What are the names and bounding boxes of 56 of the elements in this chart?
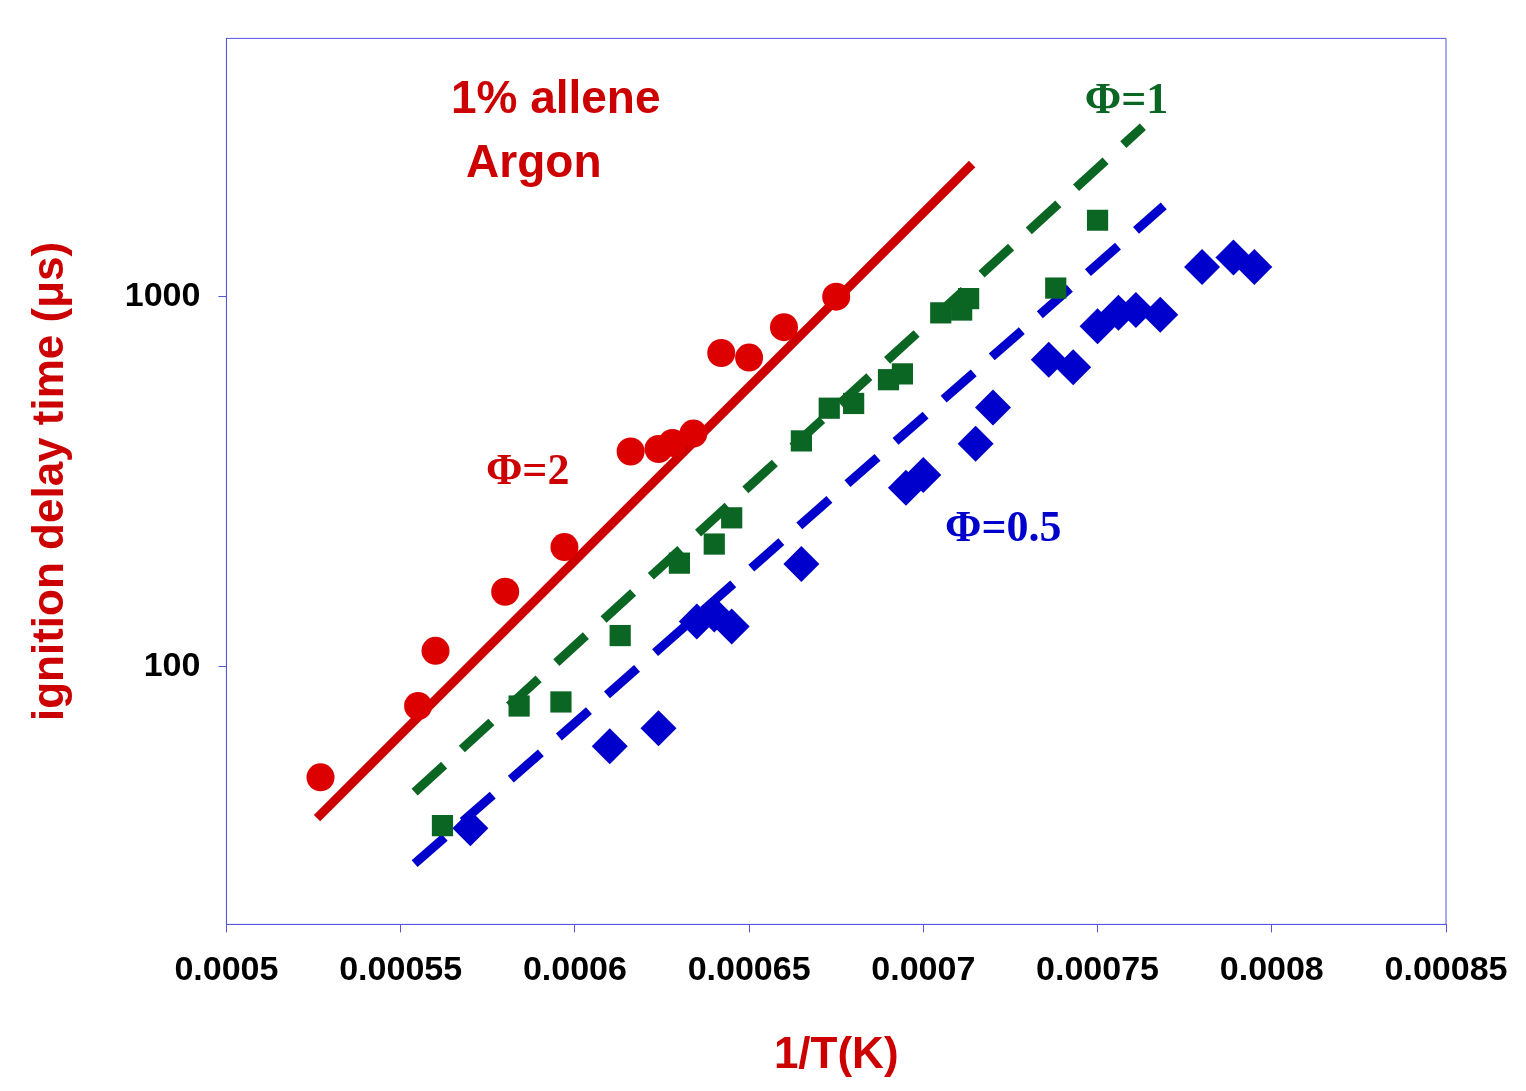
x-tick-label: 0.0006: [522, 949, 627, 988]
point: [783, 545, 820, 582]
point: [1236, 249, 1273, 285]
point: [679, 419, 708, 448]
point: [550, 533, 579, 562]
x-tick-label: 0.0008: [1219, 949, 1324, 988]
x-tick-label: 0.00065: [687, 949, 811, 988]
point: [421, 636, 450, 665]
point: [616, 437, 645, 466]
point: [930, 302, 952, 324]
y-tick-label: 1000: [124, 275, 201, 314]
point: [306, 763, 335, 792]
point: [975, 389, 1012, 426]
point: [431, 815, 454, 837]
point: [1142, 296, 1179, 333]
point: [591, 728, 628, 765]
point: [891, 363, 914, 385]
point: [958, 287, 980, 310]
y-tick-label: 100: [143, 644, 201, 683]
annotation: Φ=2: [485, 444, 570, 494]
point: [491, 577, 520, 606]
point: [957, 425, 994, 462]
point: [550, 691, 572, 713]
point: [668, 552, 691, 574]
x-tick-label: 0.00055: [339, 949, 463, 988]
point: [1030, 341, 1067, 378]
x-tick-label: 0.0007: [871, 949, 976, 988]
point: [640, 710, 677, 747]
point: [822, 282, 851, 311]
point: [790, 430, 812, 452]
x-tick-label: 0.0005: [174, 949, 279, 988]
point: [707, 338, 736, 367]
y-axis-title: ignition delay time (μs): [22, 241, 72, 721]
annotation: Φ=0.5: [945, 502, 1062, 552]
point: [703, 533, 725, 555]
point: [721, 507, 743, 529]
annotation: Φ=1: [1084, 73, 1169, 123]
x-tick-label: 0.00075: [1036, 949, 1160, 988]
point: [1086, 209, 1109, 231]
annotation: Argon: [466, 134, 602, 187]
point: [818, 397, 840, 419]
point: [843, 392, 865, 415]
point: [508, 695, 530, 717]
point: [1184, 249, 1221, 285]
point: [1045, 277, 1067, 299]
point: [735, 343, 764, 372]
x-tick-label: 0.00085: [1384, 949, 1508, 988]
point: [404, 692, 433, 721]
point: [1055, 349, 1092, 386]
point: [1079, 308, 1116, 345]
annotation: 1% allene: [450, 71, 661, 124]
point: [905, 457, 942, 494]
point: [769, 313, 798, 342]
point: [658, 428, 687, 457]
point: [609, 624, 631, 647]
x-axis-title: 1/T(K): [773, 1027, 899, 1077]
